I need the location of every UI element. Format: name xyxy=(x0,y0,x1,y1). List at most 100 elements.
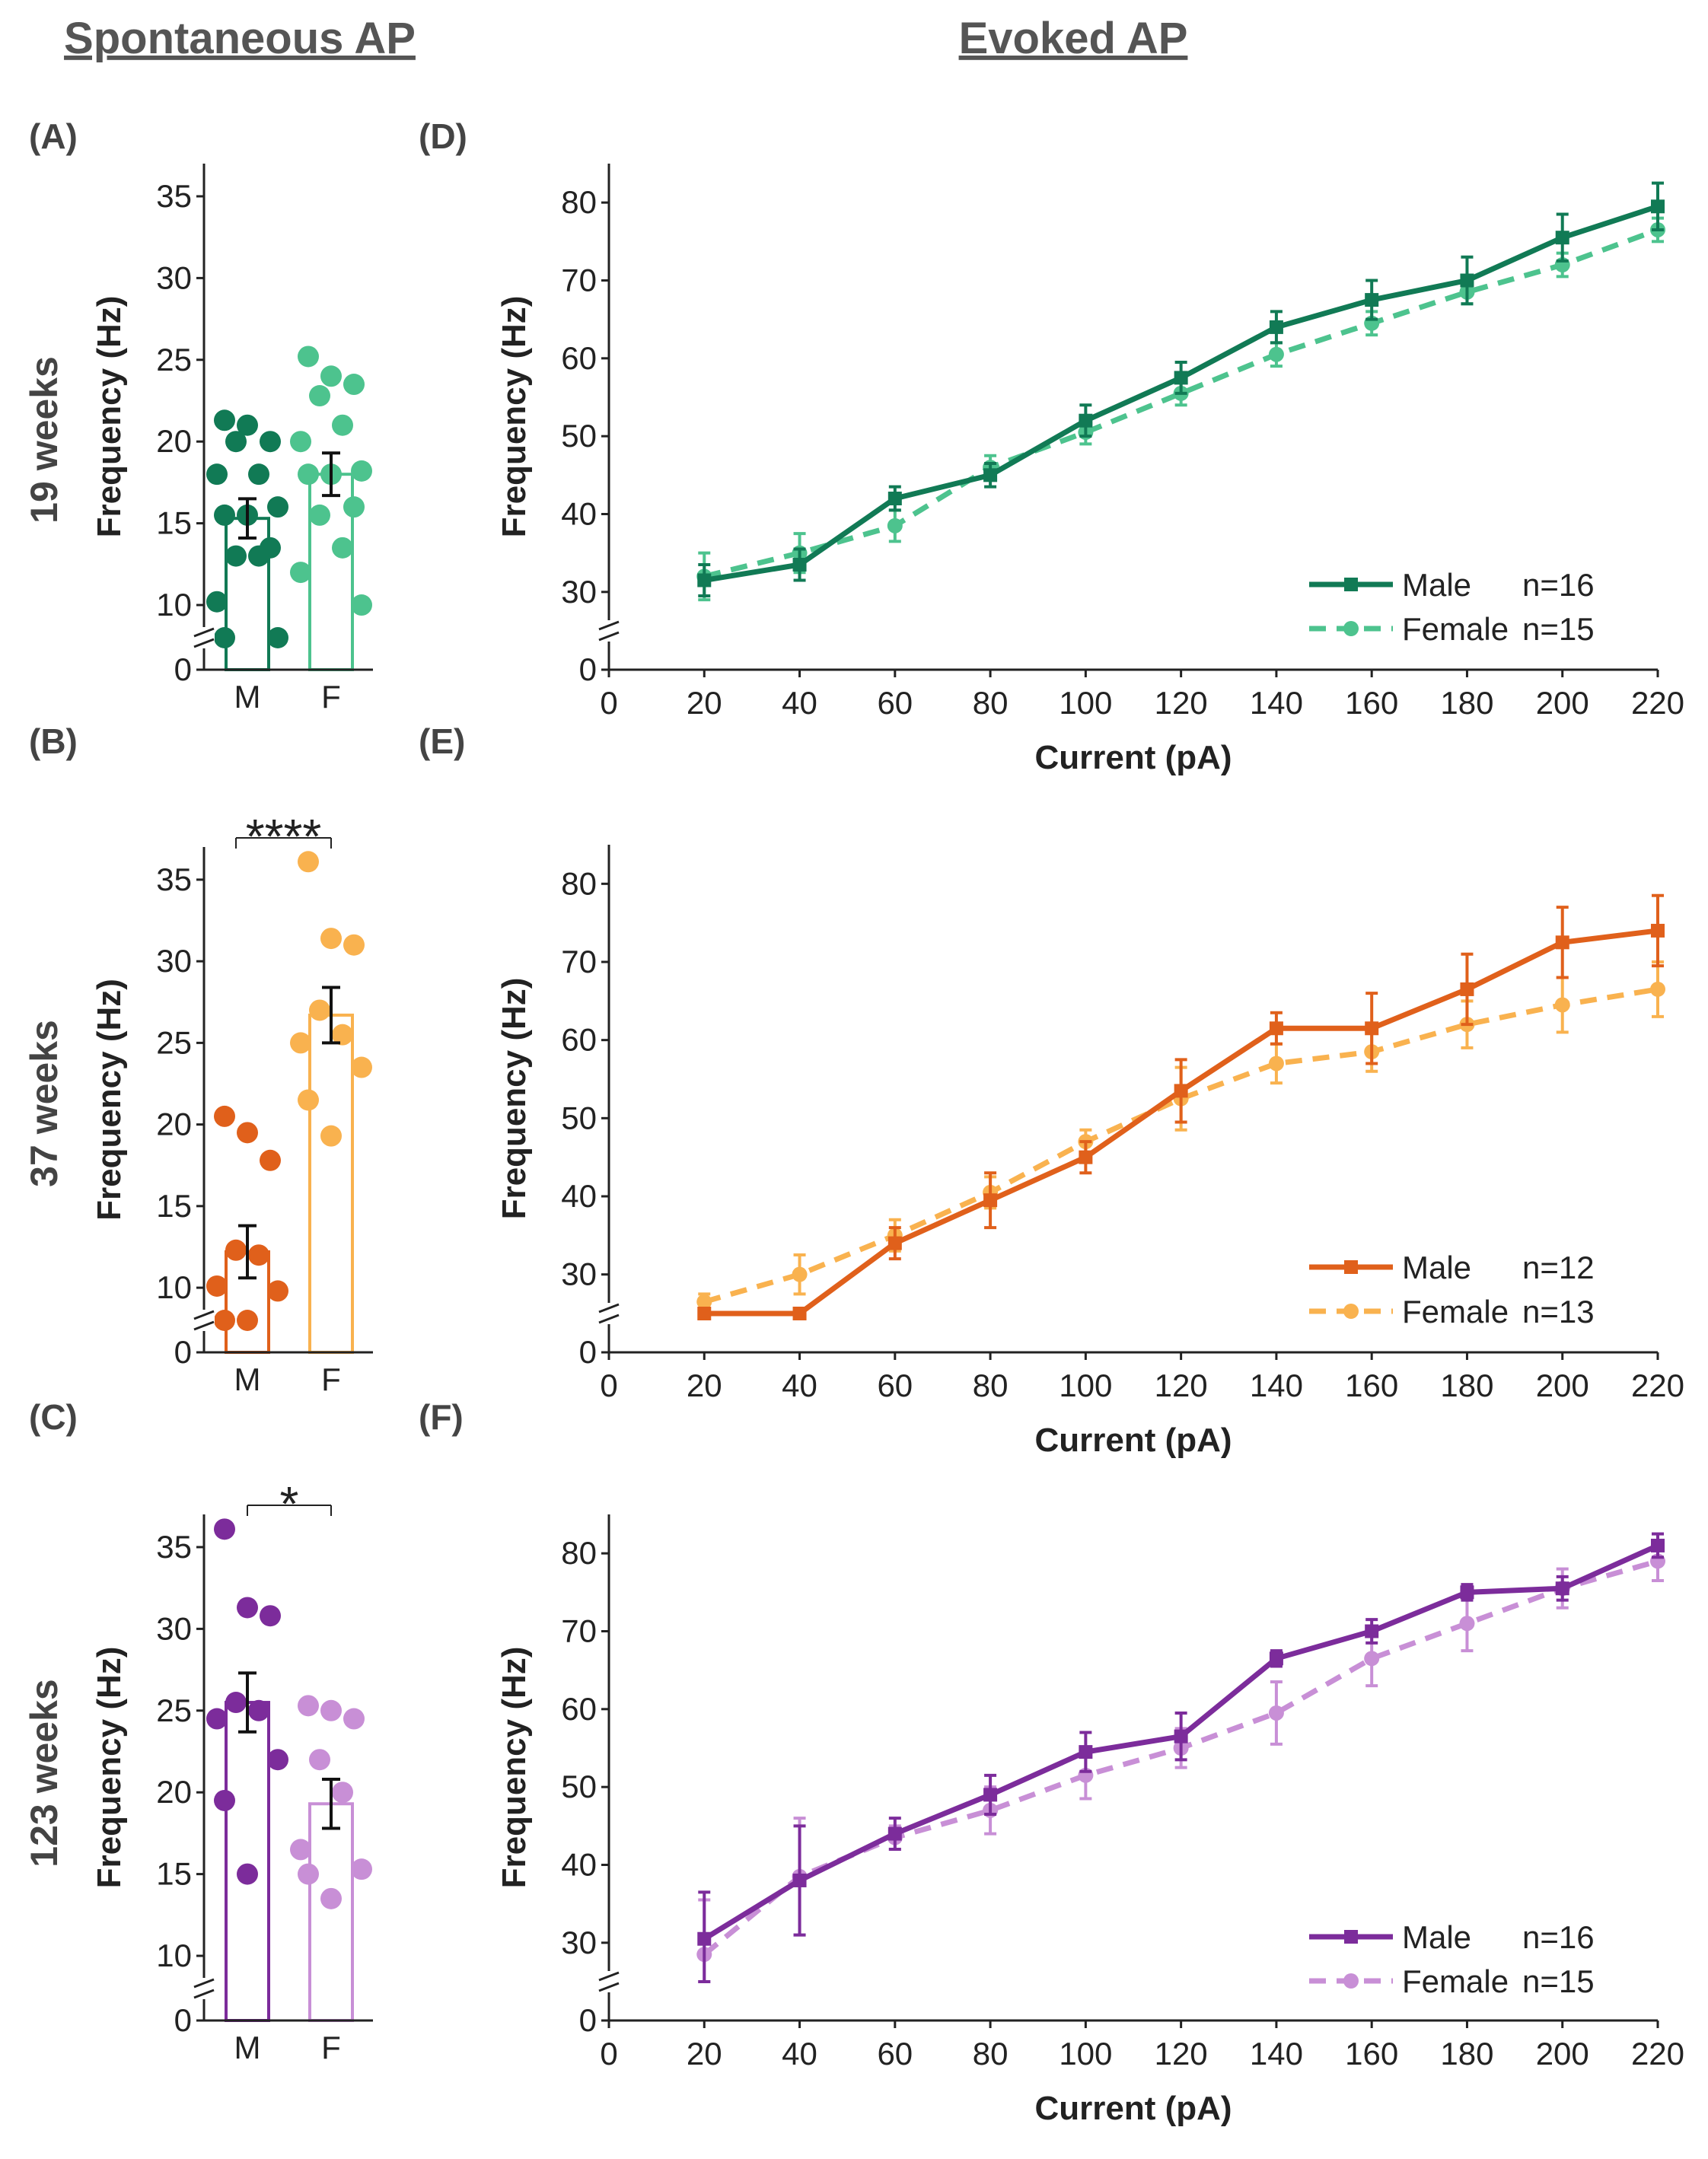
y-tick-label: 0 xyxy=(579,651,597,687)
y-axis-label: Frequency (Hz) xyxy=(496,978,533,1220)
data-point xyxy=(248,463,269,486)
panel-d-chart: (D) 0 20 40 60 80 100 120 140 160 180 200 220 Current… xyxy=(419,116,1684,776)
data-point xyxy=(225,1239,247,1261)
data-point xyxy=(320,928,342,950)
data-point xyxy=(214,409,235,431)
y-axis-label: Frequency (Hz) xyxy=(496,1647,533,1889)
x-tick-label: 40 xyxy=(782,1368,817,1403)
data-point xyxy=(1460,982,1474,996)
data-point xyxy=(332,414,353,436)
y-tick-label: 10 xyxy=(156,1938,192,1973)
data-point xyxy=(267,627,288,648)
y-tick-label: 35 xyxy=(156,1529,192,1565)
data-point xyxy=(214,1105,235,1127)
data-point xyxy=(1651,1538,1665,1552)
y-tick-label: 35 xyxy=(156,861,192,897)
legend-marker xyxy=(1344,1930,1358,1944)
data-point xyxy=(267,496,288,518)
data-point xyxy=(332,1782,353,1804)
y-tick-label: 25 xyxy=(156,1024,192,1060)
axis-break-mark xyxy=(193,638,215,648)
y-tick-label: 20 xyxy=(156,1107,192,1142)
data-point xyxy=(1079,413,1093,428)
legend-n-female: n=13 xyxy=(1522,1294,1595,1329)
x-tick-label: 180 xyxy=(1440,2036,1493,2071)
data-point xyxy=(792,1266,808,1282)
x-tick-label: 220 xyxy=(1631,1368,1684,1403)
data-point xyxy=(887,492,902,506)
x-axis-label: Current (pA) xyxy=(1034,1422,1232,1459)
axis-break-mark xyxy=(193,1978,215,1989)
y-tick-label: 70 xyxy=(561,1613,597,1649)
x-tick-label: 80 xyxy=(973,2036,1009,2071)
panel-e-chart: (E) 0 20 40 60 80 100 120 140 160 180 200 220 Current… xyxy=(419,721,1684,1459)
y-tick-label: 60 xyxy=(561,1022,597,1058)
data-point xyxy=(1365,293,1379,307)
data-point xyxy=(351,594,372,616)
y-tick-label: 20 xyxy=(156,423,192,459)
data-point xyxy=(887,1826,902,1841)
x-tick-label: 40 xyxy=(782,2036,817,2071)
data-point xyxy=(1460,1585,1474,1600)
x-tick-label: 100 xyxy=(1059,685,1112,721)
x-tick-label: 60 xyxy=(877,1368,913,1403)
data-point xyxy=(1459,1616,1475,1632)
axis-break-mark xyxy=(193,627,215,638)
data-point xyxy=(214,1310,235,1331)
y-tick-label: 80 xyxy=(561,865,597,901)
age-label-row-1: 19 weeks xyxy=(23,356,65,524)
y-tick-label: 70 xyxy=(561,263,597,298)
axis-break-mark xyxy=(598,1314,620,1324)
axis-break-mark xyxy=(598,631,620,642)
y-tick-label: 10 xyxy=(156,587,192,623)
x-tick-label: 100 xyxy=(1059,2036,1112,2071)
data-point xyxy=(309,1749,330,1771)
x-tick-label: 0 xyxy=(600,2036,617,2071)
data-point xyxy=(260,431,281,453)
header-spontaneous-ap: Spontaneous AP xyxy=(64,14,416,63)
axis-break-mark xyxy=(598,1971,620,1982)
x-tick-label: F xyxy=(321,1361,341,1397)
x-tick-label: 20 xyxy=(687,685,722,721)
legend-label-female: Female xyxy=(1402,1963,1509,1999)
panel-label: (E) xyxy=(419,721,465,761)
data-point xyxy=(351,460,372,482)
legend-label-female: Female xyxy=(1402,1294,1509,1329)
data-point xyxy=(1460,273,1474,288)
data-point xyxy=(343,496,365,518)
data-point xyxy=(298,851,319,873)
x-axis-label: Current (pA) xyxy=(1034,739,1232,776)
y-tick-label: 30 xyxy=(561,1925,597,1960)
x-tick-label: 120 xyxy=(1155,2036,1208,2071)
y-tick-label: 60 xyxy=(561,340,597,376)
y-tick-label: 30 xyxy=(561,574,597,610)
y-axis-label: Frequency (Hz) xyxy=(91,979,128,1221)
axis-break-mark xyxy=(193,1310,215,1320)
data-point xyxy=(887,517,903,533)
axis-break-mark xyxy=(193,1320,215,1331)
data-point xyxy=(290,562,311,584)
axis-break-mark xyxy=(598,620,620,631)
data-point xyxy=(351,1056,372,1078)
y-tick-label: 50 xyxy=(561,1769,597,1804)
x-tick-label: 180 xyxy=(1440,685,1493,721)
x-tick-label: 160 xyxy=(1345,2036,1398,2071)
x-tick-label: 60 xyxy=(877,685,913,721)
x-tick-label: M xyxy=(234,1361,261,1397)
legend-label-male: Male xyxy=(1402,1250,1471,1285)
x-tick-label: 220 xyxy=(1631,2036,1684,2071)
legend-label-female: Female xyxy=(1402,611,1509,647)
axis-break-mark xyxy=(193,1989,215,1999)
legend-n-male: n=16 xyxy=(1522,567,1595,603)
data-point xyxy=(320,1887,342,1909)
data-point xyxy=(206,1708,228,1730)
data-point xyxy=(206,591,228,613)
legend-marker xyxy=(1343,1304,1359,1319)
y-tick-label: 10 xyxy=(156,1269,192,1305)
panel-a-chart: (A) M F 0 10 15 20 25 30 35 Frequency (Hz) xyxy=(29,116,373,715)
bar-F xyxy=(308,1013,354,1354)
data-point xyxy=(1079,1745,1093,1759)
data-point xyxy=(1269,1651,1283,1666)
y-tick-label: 25 xyxy=(156,1692,192,1728)
